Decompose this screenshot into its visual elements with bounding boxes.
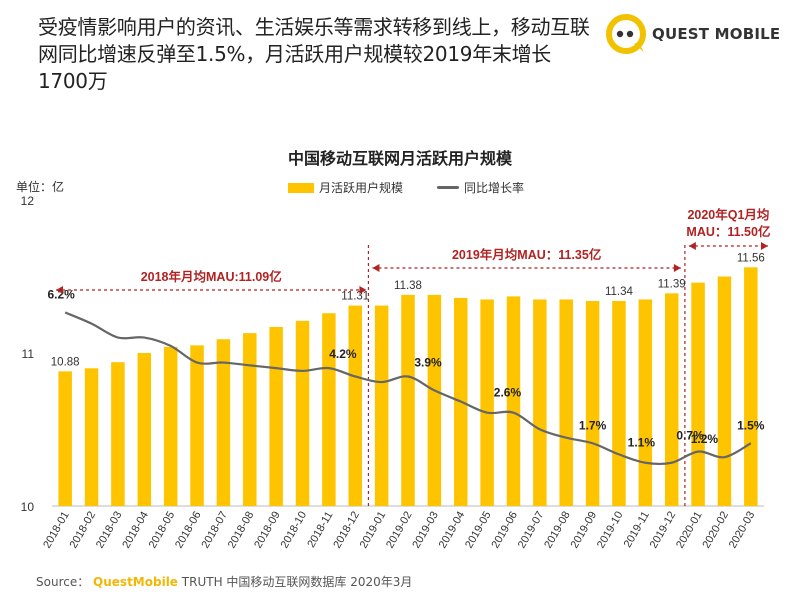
bar: [585, 300, 600, 506]
annotation-arrow-head: [372, 264, 380, 272]
bar: [559, 299, 573, 506]
bar: [163, 346, 178, 506]
questmobile-logo-icon: [606, 14, 646, 54]
unit-label: 单位：亿: [16, 180, 65, 194]
line-value-label: 2.6%: [494, 386, 522, 400]
bar-value-label: 11.39: [658, 278, 686, 290]
line-value-label: 0.7%: [676, 429, 704, 443]
bar: [216, 339, 231, 506]
line-value-label: 1.5%: [737, 418, 765, 432]
bar-value-label: 11.31: [341, 291, 369, 303]
bar: [533, 299, 547, 506]
bar-value-label: 11.38: [394, 280, 422, 292]
legend-bar-label: 月活跃用户规模: [319, 181, 404, 195]
x-tick-label: 2020-03: [727, 510, 758, 551]
line-value-label: 1.2%: [691, 432, 719, 446]
questmobile-logo: [606, 14, 646, 54]
legend-line-label: 同比增长率: [464, 181, 525, 195]
footer-source: Source： QuestMobile TRUTH 中国移动互联网数据库 202…: [36, 573, 412, 590]
line-value-label: 1.1%: [628, 436, 656, 450]
bar: [348, 305, 363, 506]
headline: 受疫情影响用户的资讯、生活娱乐等需求转移到线上，移动互联 网同比增速反弹至1.5…: [38, 14, 598, 95]
bar: [401, 294, 415, 506]
y-tick-label: 10: [21, 500, 35, 514]
bar: [691, 282, 705, 506]
annotation-arrow-head: [673, 264, 681, 272]
annotation-arrow-head: [688, 242, 696, 250]
bar: [322, 313, 336, 506]
bar: [269, 326, 283, 506]
bar: [243, 333, 257, 506]
bar: [664, 293, 679, 506]
annotation-2018-label: 2018年月均MAU:11.09亿: [141, 269, 282, 284]
headline-line-2: 网同比增速反弹至1.5%，月活跃用户规模较2019年末增长1700万: [38, 42, 552, 93]
annotation-arrow-head: [359, 286, 367, 294]
bar: [137, 353, 152, 506]
annotation-2020-label: 2020年Q1月均: [687, 207, 769, 222]
bar: [638, 299, 653, 506]
chart-title: 中国移动互联网月活跃用户规模: [287, 149, 512, 168]
y-tick-label: 11: [22, 347, 35, 361]
bar: [612, 300, 626, 506]
bar: [427, 294, 442, 506]
bar: [84, 368, 99, 506]
bar: [744, 267, 758, 506]
annotation-arrow-head: [56, 286, 63, 294]
footer-prefix: Source：: [36, 575, 90, 589]
legend-bar-swatch: [288, 182, 314, 193]
headline-line-1: 受疫情影响用户的资讯、生活娱乐等需求转移到线上，移动互联: [38, 15, 590, 39]
annotation-2019-label: 2019年月均MAU：11.35亿: [452, 247, 601, 262]
legend-line-swatch: [437, 186, 460, 189]
line-value-label: 6.2%: [48, 287, 76, 301]
annotation-arrow-head: [761, 242, 768, 250]
logo-text: QUEST MOBILE: [652, 25, 781, 43]
bar: [480, 299, 494, 506]
bar: [374, 305, 389, 506]
line-value-label: 3.9%: [414, 355, 442, 369]
line-value-label: 4.2%: [329, 347, 357, 361]
bar-value-label: 10.88: [51, 356, 80, 368]
growth-rate-line: [64, 311, 752, 466]
bar: [506, 296, 521, 506]
bar: [295, 320, 310, 506]
bar-value-label: 11.34: [605, 286, 634, 298]
footer-rest: TRUTH 中国移动互联网数据库 2020年3月: [181, 575, 413, 589]
bar: [111, 362, 125, 506]
bar: [190, 345, 204, 506]
bar: [58, 371, 72, 506]
footer-brand: QuestMobile: [93, 575, 178, 589]
y-tick-label: 12: [21, 194, 35, 208]
line-value-label: 1.7%: [579, 418, 607, 432]
bar: [717, 276, 732, 506]
annotation-2020-label-2: MAU：11.50亿: [686, 224, 770, 239]
legend: 月活跃用户规模 同比增长率: [288, 179, 524, 196]
bar-value-label: 11.56: [737, 252, 765, 264]
